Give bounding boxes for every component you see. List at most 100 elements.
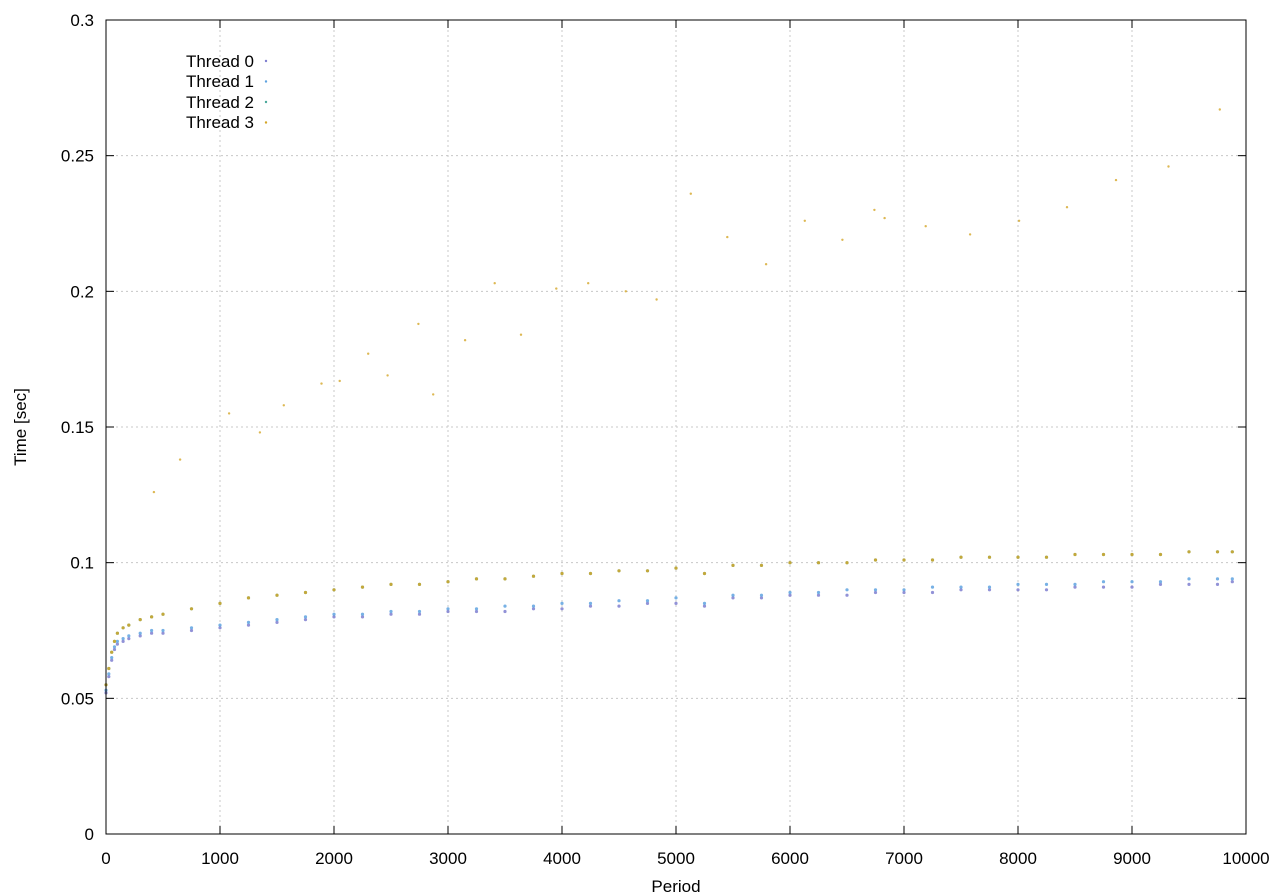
data-point (189, 626, 194, 630)
data-point (161, 628, 165, 633)
data-point (531, 604, 536, 608)
data-point (503, 609, 507, 614)
outlier-points (152, 108, 1222, 494)
outlier-point (883, 216, 886, 220)
data-point (138, 631, 142, 635)
outlier-point (417, 322, 420, 326)
data-point (617, 569, 621, 573)
y-axis-title: Time [sec] (11, 388, 30, 466)
y-tick-label: 0.25 (61, 147, 94, 166)
data-point (246, 596, 251, 600)
data-point (873, 590, 878, 595)
outlier-point (320, 382, 323, 385)
outlier-point (803, 219, 806, 222)
x-tick-label: 9000 (1113, 849, 1151, 868)
data-point (788, 561, 792, 565)
outlier-point (519, 333, 523, 336)
outlier-point (386, 374, 389, 377)
data-point (389, 582, 393, 587)
data-point (816, 590, 821, 595)
data-point (674, 596, 678, 600)
data-point (674, 601, 678, 606)
data-point (389, 612, 393, 616)
outlier-point (726, 235, 729, 239)
y-tick-label: 0.1 (70, 554, 94, 573)
outlier-point (338, 379, 341, 383)
x-tick-labels: 0 1000 2000 3000 4000 5000 6000 7000 8000 9000 100… (101, 849, 1269, 868)
data-point (702, 601, 707, 606)
data-point (845, 593, 849, 597)
outlier-point (1065, 206, 1069, 209)
legend-marker-thread-1 (264, 80, 268, 83)
legend-marker-thread-2 (264, 100, 268, 104)
series-thread-2 (104, 550, 1234, 687)
outlier-point (258, 431, 262, 434)
data-point (110, 658, 114, 662)
data-point (1016, 555, 1020, 559)
data-point (127, 634, 131, 638)
data-point (474, 609, 479, 614)
data-point (759, 596, 764, 600)
data-point (930, 590, 935, 595)
data-point (1130, 552, 1134, 557)
x-tick-label: 10000 (1222, 849, 1269, 868)
data-point (127, 637, 131, 641)
outlier-point (227, 412, 231, 415)
data-point (107, 672, 111, 676)
data-point (731, 596, 735, 600)
data-point (417, 582, 422, 587)
outlier-point (1114, 178, 1118, 182)
data-point (645, 569, 650, 573)
x-tick-label: 2000 (315, 849, 353, 868)
data-point (617, 604, 621, 608)
x-tick-label: 7000 (885, 849, 923, 868)
data-point (959, 555, 963, 559)
data-point (1044, 582, 1049, 587)
x-axis-title: Period (651, 877, 700, 896)
data-point (115, 631, 119, 635)
data-point (1187, 550, 1191, 554)
data-point (1215, 550, 1220, 554)
data-point (1073, 585, 1077, 589)
x-tick-label: 5000 (657, 849, 695, 868)
data-point (218, 601, 222, 606)
data-point (189, 607, 194, 611)
data-point (1187, 577, 1191, 581)
y-tick-label: 0.05 (61, 689, 94, 708)
data-point (959, 585, 963, 589)
data-point (531, 607, 536, 611)
data-point (873, 558, 878, 562)
data-point (417, 609, 422, 614)
data-point (474, 577, 479, 581)
data-point (930, 585, 935, 589)
outlier-point (689, 192, 692, 195)
data-point (275, 593, 279, 597)
grid-lines (106, 20, 1246, 834)
data-point (107, 675, 111, 679)
outlier-point (178, 458, 182, 461)
data-point (588, 604, 593, 608)
y-tick-label: 0 (85, 825, 94, 844)
data-point (674, 566, 678, 570)
data-point (1073, 552, 1077, 557)
outlier-point (493, 282, 496, 285)
data-point (702, 604, 707, 608)
data-point (150, 615, 154, 619)
data-point (617, 599, 621, 603)
data-point (121, 639, 125, 644)
data-point (360, 612, 365, 616)
data-point (1158, 580, 1163, 584)
data-point (303, 618, 308, 622)
y-tick-label: 0.3 (70, 11, 94, 30)
data-point (816, 561, 821, 565)
data-point (731, 563, 735, 568)
data-point (816, 593, 821, 597)
data-point (275, 620, 279, 625)
data-point (360, 615, 365, 619)
x-tick-label: 6000 (771, 849, 809, 868)
data-point (121, 637, 125, 641)
legend-label-thread-2: Thread 2 (186, 93, 254, 112)
y-tick-label: 0.15 (61, 418, 94, 437)
data-point (987, 588, 992, 592)
x-tick-label: 4000 (543, 849, 581, 868)
